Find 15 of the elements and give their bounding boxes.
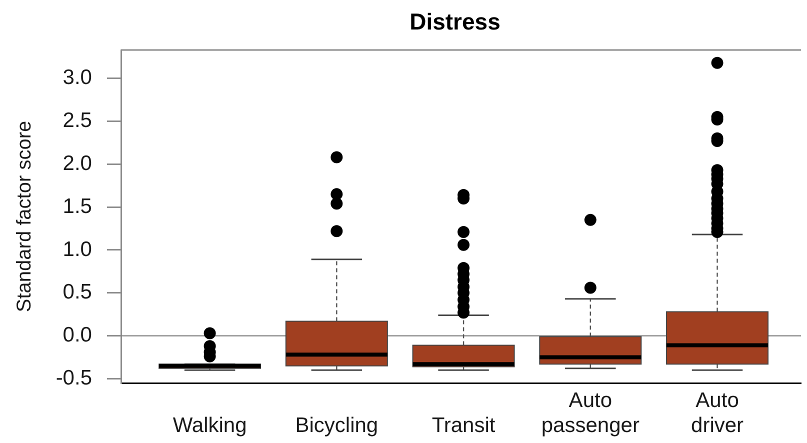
y-tick-label: 1.0: [62, 238, 92, 261]
y-tick-label: 2.0: [62, 152, 92, 175]
y-tick-label: 1.5: [62, 194, 92, 218]
x-tick-label: Walking: [172, 414, 247, 437]
x-tick-label: Bicycling: [295, 414, 378, 437]
y-tick-label: 3.0: [62, 66, 92, 90]
chart-title: Distress: [410, 8, 500, 34]
y-axis-title: Standard factor score: [14, 120, 36, 312]
x-tick-label: Auto driver: [691, 388, 744, 437]
y-tick-label: -0.5: [56, 366, 92, 390]
x-tick-label: Auto passenger: [541, 388, 640, 437]
y-tick-label: 2.5: [62, 109, 92, 132]
y-tick-label: 0.0: [62, 324, 92, 347]
y-tick-label: 0.5: [62, 280, 92, 304]
x-tick-label: Transit: [432, 414, 496, 437]
